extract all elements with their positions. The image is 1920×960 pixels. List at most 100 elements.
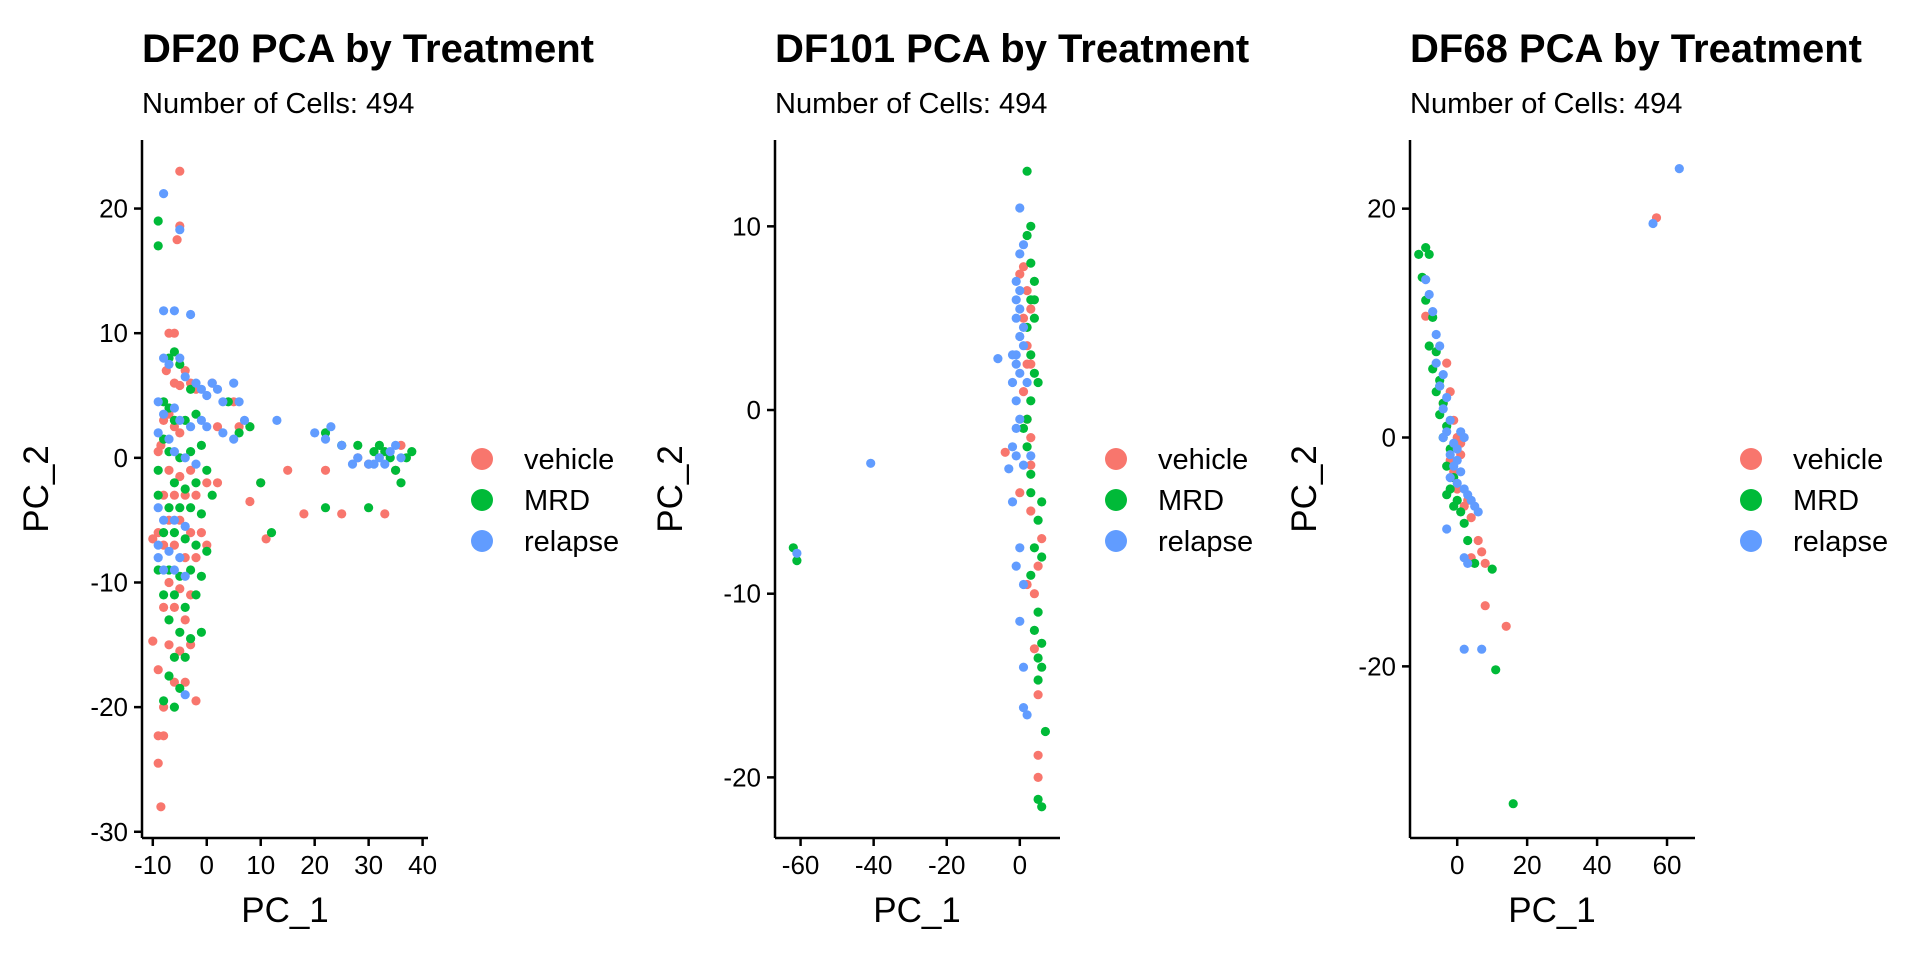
point-MRD — [186, 634, 196, 644]
point-relapse — [202, 390, 212, 401]
point-MRD — [1033, 607, 1043, 617]
point-vehicle — [169, 422, 179, 432]
x-tick-label: 40 — [408, 850, 437, 880]
point-relapse — [1431, 358, 1441, 368]
point-MRD — [169, 590, 179, 600]
point-relapse — [1026, 451, 1036, 461]
point-relapse — [234, 397, 244, 407]
x-tick-label: -40 — [855, 850, 893, 880]
point-relapse — [169, 565, 179, 575]
point-vehicle — [1022, 286, 1032, 296]
point-vehicle — [169, 602, 179, 613]
point-relapse — [1449, 461, 1459, 471]
x-tick-label: 0 — [200, 850, 214, 880]
point-relapse — [1004, 464, 1014, 474]
legend-label: vehicle — [1158, 444, 1248, 476]
point-relapse — [186, 422, 196, 432]
y-tick-label: -20 — [723, 762, 761, 792]
point-MRD — [1424, 341, 1434, 351]
point-relapse — [1011, 396, 1021, 406]
point-relapse — [310, 428, 320, 438]
point-relapse — [191, 459, 201, 469]
point-MRD — [1029, 543, 1039, 553]
point-relapse — [159, 409, 169, 419]
point-MRD — [256, 478, 266, 488]
point-vehicle — [169, 490, 179, 500]
point-MRD — [234, 428, 244, 438]
x-tick-label: 20 — [300, 850, 329, 880]
point-MRD — [202, 465, 212, 475]
point-vehicle — [191, 490, 201, 500]
point-MRD — [164, 615, 174, 625]
point-MRD — [1029, 276, 1039, 286]
panel-title: DF68 PCA by Treatment — [1410, 27, 1862, 71]
point-vehicle — [1018, 387, 1029, 397]
point-relapse — [1015, 249, 1025, 259]
point-vehicle — [175, 166, 185, 176]
point-MRD — [1026, 396, 1036, 406]
x-tick-label: -10 — [134, 850, 172, 880]
point-relapse — [212, 384, 223, 394]
point-MRD — [1022, 442, 1032, 452]
legend-label: relapse — [1158, 526, 1253, 558]
point-MRD — [1022, 230, 1032, 241]
point-relapse — [180, 453, 190, 463]
legend-label: MRD — [524, 485, 590, 517]
point-vehicle — [164, 465, 174, 475]
point-vehicle — [175, 428, 185, 438]
x-tick-label: 20 — [1513, 850, 1542, 880]
point-relapse — [1015, 304, 1025, 314]
point-MRD — [153, 241, 163, 251]
y-tick-label: 10 — [732, 211, 761, 241]
point-relapse — [337, 440, 347, 450]
point-relapse — [347, 459, 358, 469]
point-relapse — [1011, 313, 1021, 323]
point-vehicle — [1480, 601, 1490, 611]
point-MRD — [1421, 243, 1431, 253]
point-MRD — [407, 447, 417, 457]
point-vehicle — [1018, 313, 1029, 323]
point-vehicle — [283, 465, 293, 475]
point-MRD — [191, 540, 201, 550]
point-vehicle — [172, 235, 182, 245]
point-relapse — [1015, 368, 1025, 378]
point-relapse — [1445, 473, 1455, 483]
point-relapse — [239, 415, 250, 425]
point-relapse — [207, 378, 217, 388]
legend-key-vehicle — [1105, 448, 1127, 470]
point-relapse — [164, 434, 174, 444]
point-vehicle — [1033, 561, 1043, 571]
panel-title: DF101 PCA by Treatment — [775, 27, 1249, 71]
point-MRD — [1029, 368, 1039, 378]
point-relapse — [159, 306, 169, 316]
point-MRD — [180, 534, 190, 544]
point-relapse — [229, 378, 239, 388]
point-vehicle — [169, 677, 179, 687]
point-MRD — [792, 556, 802, 566]
point-relapse — [153, 397, 163, 407]
point-vehicle — [202, 478, 212, 488]
y-tick-label: -20 — [90, 692, 128, 722]
point-MRD — [320, 503, 331, 513]
point-relapse — [1445, 415, 1455, 425]
point-MRD — [169, 347, 179, 357]
legend-key-vehicle — [1740, 448, 1762, 470]
point-vehicle — [1501, 621, 1511, 631]
point-MRD — [1037, 638, 1047, 648]
point-vehicle — [148, 636, 158, 646]
y-tick-label: 10 — [99, 318, 128, 348]
point-MRD — [1033, 653, 1043, 663]
point-relapse — [1452, 444, 1462, 454]
point-MRD — [175, 683, 185, 694]
point-MRD — [159, 696, 169, 706]
point-relapse — [1018, 579, 1029, 590]
point-relapse — [1648, 218, 1658, 229]
y-tick-label: -10 — [90, 567, 128, 597]
point-vehicle — [169, 328, 179, 338]
point-MRD — [153, 465, 163, 475]
data-points — [788, 166, 1050, 812]
pca-panel: DF101 PCA by Treatment Number of Cells: 4… — [651, 27, 1253, 930]
point-MRD — [1033, 515, 1043, 525]
point-MRD — [169, 478, 179, 488]
point-vehicle — [1026, 460, 1036, 470]
